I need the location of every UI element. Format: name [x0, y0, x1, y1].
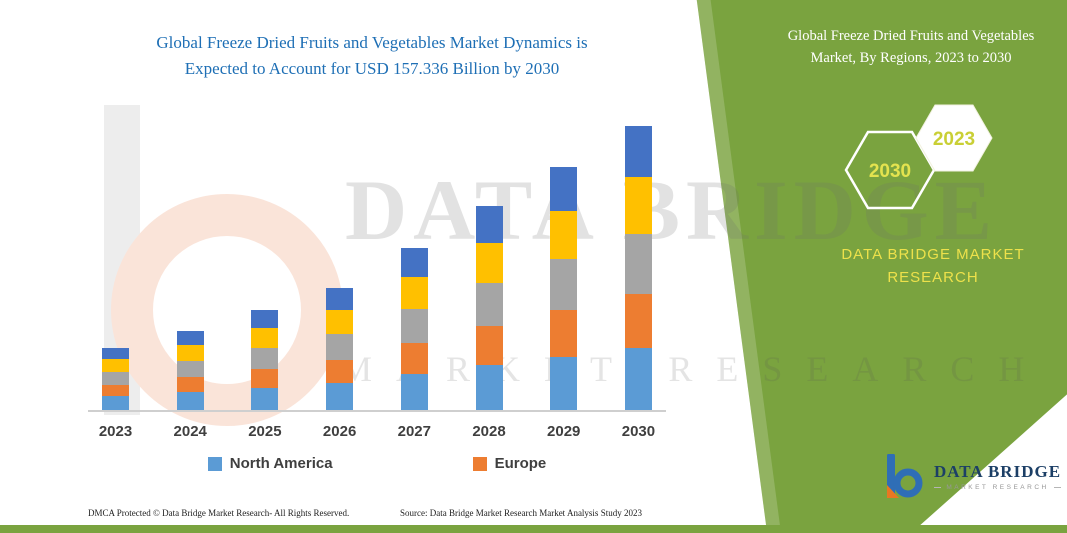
bar-segment-unlabeled-region-yellow: [326, 309, 354, 335]
x-axis-label-2028: 2028: [472, 423, 506, 440]
legend-label: North America: [229, 455, 333, 472]
bar-segment-unlabeled-region-yellow: [176, 344, 204, 361]
bar-column-2025: 2025: [248, 112, 282, 440]
bar-segment-europe: [176, 377, 204, 393]
bar-segment-europe: [400, 343, 428, 375]
bar-segment-unlabeled-region-gray: [475, 283, 503, 327]
bar-column-2024: 2024: [174, 112, 207, 440]
bar-column-2029: 2029: [547, 112, 580, 440]
bar-segment-unlabeled-region-yellow: [624, 177, 652, 234]
bar-segment-europe: [550, 310, 578, 357]
logo-tagline: MARKET RESEARCH: [934, 484, 1061, 491]
hexagon-2023-label: 2023: [933, 129, 975, 150]
bar-segment-north-america: [326, 383, 354, 410]
legend-label: Europe: [494, 455, 547, 472]
bar-column-2026: 2026: [323, 112, 356, 440]
bar-segment-unlabeled-region-gray: [624, 233, 652, 294]
bar-stack: [624, 112, 652, 410]
bar-stack: [176, 112, 204, 410]
bar-segment-unlabeled-region-darkblue: [251, 309, 279, 329]
bar-segment-europe: [251, 369, 279, 388]
legend-swatch: [472, 456, 487, 471]
bar-segment-north-america: [550, 356, 578, 410]
source-note: Source: Data Bridge Market Research Mark…: [400, 508, 642, 518]
legend-swatch: [207, 456, 222, 471]
chart-title-line2: Expected to Account for USD 157.336 Bill…: [184, 58, 560, 78]
dmca-notice: DMCA Protected © Data Bridge Market Rese…: [88, 508, 350, 518]
hexagon-2030-label: 2030: [869, 161, 911, 182]
company-logo: DATA BRIDGE MARKET RESEARCH: [884, 452, 1061, 500]
bottom-green-strip: [0, 525, 1067, 533]
bar-stack: [400, 112, 428, 410]
bar-segment-unlabeled-region-gray: [102, 371, 129, 385]
bar-segment-europe: [475, 326, 503, 366]
x-axis-label-2024: 2024: [173, 423, 207, 440]
bar-segment-north-america: [624, 347, 652, 410]
bar-segment-unlabeled-region-yellow: [102, 359, 129, 372]
bar-segment-unlabeled-region-yellow: [475, 242, 503, 284]
bar-segment-unlabeled-region-gray: [251, 348, 279, 370]
legend-item-europe: Europe: [472, 455, 547, 472]
bar-stack: [251, 112, 279, 410]
bar-segment-unlabeled-region-yellow: [251, 328, 279, 349]
bar-segment-unlabeled-region-darkblue: [400, 247, 428, 277]
bar-segment-europe: [326, 359, 354, 384]
bar-column-2027: 2027: [398, 112, 431, 440]
bar-segment-europe: [624, 293, 652, 348]
bar-column-2028: 2028: [472, 112, 506, 440]
x-axis-label-2023: 2023: [98, 423, 133, 440]
bar-stack: [102, 112, 129, 410]
x-axis-label-2029: 2029: [547, 423, 581, 440]
logo-text: DATA BRIDGE MARKET RESEARCH: [934, 462, 1061, 491]
x-axis-label-2025: 2025: [248, 423, 282, 440]
chart-legend: North America Europe: [88, 455, 666, 472]
bar-segment-north-america: [475, 365, 503, 410]
bar-segment-unlabeled-region-darkblue: [624, 125, 652, 178]
chart-title-line1: Global Freeze Dried Fruits and Vegetable…: [156, 33, 588, 52]
x-axis-label-2026: 2026: [322, 423, 357, 440]
bar-column-2030: 2030: [622, 112, 655, 440]
bar-segment-unlabeled-region-gray: [400, 309, 428, 344]
bar-segment-unlabeled-region-yellow: [550, 210, 578, 260]
bar-segment-unlabeled-region-darkblue: [550, 167, 578, 211]
bar-segment-north-america: [251, 387, 279, 410]
hexagon-2023-shape-icon: [915, 104, 993, 172]
bar-segment-north-america: [400, 374, 428, 410]
bar-stack: [550, 112, 578, 410]
bar-segment-unlabeled-region-gray: [550, 259, 578, 311]
bar-segment-unlabeled-region-yellow: [400, 276, 428, 310]
bar-segment-north-america: [102, 396, 129, 410]
bar-segment-unlabeled-region-darkblue: [326, 287, 354, 310]
stacked-bar-chart: 2023 2024 2025 2026 2027 2028 2029 2030: [88, 112, 666, 440]
side-panel-brand-text: DATA BRIDGE MARKET RESEARCH: [841, 246, 1025, 287]
side-panel-heading: Global Freeze Dried Fruits and Vegetable…: [787, 28, 1035, 66]
bar-column-2023: 2023: [99, 112, 132, 440]
x-axis-label-2027: 2027: [397, 423, 431, 440]
bar-segment-unlabeled-region-darkblue: [176, 330, 204, 345]
hexagon-2030-outline-icon: [844, 130, 936, 210]
x-axis-label-2030: 2030: [621, 423, 656, 440]
bar-segment-europe: [102, 384, 129, 397]
bar-stack: [475, 112, 503, 410]
chart-title: Global Freeze Dried Fruits and Vegetable…: [92, 30, 652, 81]
bar-segment-unlabeled-region-darkblue: [475, 205, 503, 243]
bar-segment-unlabeled-region-gray: [176, 360, 204, 378]
bar-segment-unlabeled-region-gray: [326, 334, 354, 360]
logo-name: DATA BRIDGE: [934, 461, 1062, 481]
bar-stack: [326, 112, 354, 410]
bar-segment-north-america: [176, 392, 204, 410]
year-hexagons: 2030 2023: [844, 104, 993, 210]
logo-tagline-text: MARKET RESEARCH: [946, 483, 1049, 491]
bar-segment-unlabeled-region-darkblue: [102, 348, 129, 360]
legend-item-north-america: North America: [207, 455, 333, 472]
logo-b-icon: [887, 454, 923, 498]
